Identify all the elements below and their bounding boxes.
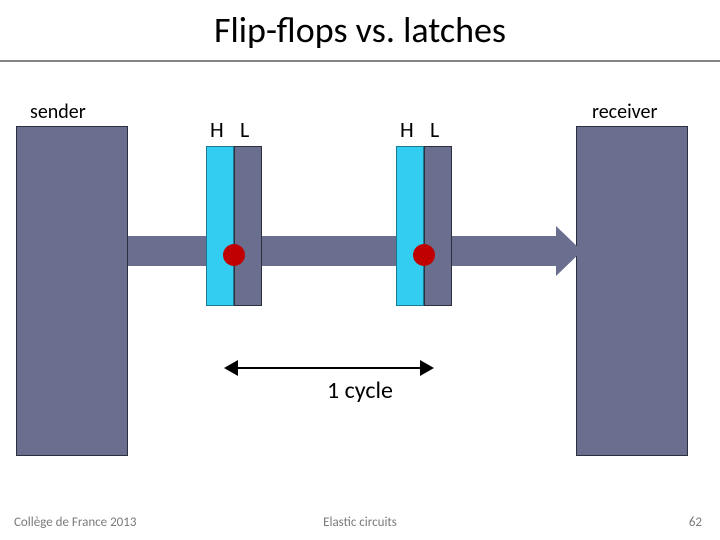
latch-1-dot-icon bbox=[223, 244, 245, 266]
cycle-arrow-right-icon bbox=[420, 360, 434, 376]
latch-2-H-label: H bbox=[400, 116, 414, 143]
slide: Flip-flops vs. latches sender receiver H… bbox=[0, 0, 720, 540]
latch-2-L bbox=[424, 146, 452, 306]
footer-center: Elastic circuits bbox=[0, 515, 720, 530]
data-arrow-head bbox=[556, 226, 582, 276]
cycle-label: 1 cycle bbox=[0, 376, 720, 405]
receiver-label: receiver bbox=[592, 100, 657, 124]
cycle-span-line bbox=[232, 367, 424, 369]
title-underline bbox=[0, 60, 720, 62]
latch-2-dot-icon bbox=[413, 244, 435, 266]
slide-title: Flip-flops vs. latches bbox=[0, 8, 720, 52]
sender-block bbox=[16, 126, 128, 456]
latch-1-L-label: L bbox=[240, 116, 249, 143]
receiver-block bbox=[576, 126, 688, 456]
data-arrow-shaft bbox=[128, 236, 564, 266]
latch-2-H bbox=[396, 146, 424, 306]
footer-page-number: 62 bbox=[689, 515, 702, 530]
sender-label: sender bbox=[30, 100, 86, 124]
latch-1-L bbox=[234, 146, 262, 306]
latch-1-H-label: H bbox=[210, 116, 224, 143]
latch-2-L-label: L bbox=[430, 116, 439, 143]
latch-1-H bbox=[206, 146, 234, 306]
